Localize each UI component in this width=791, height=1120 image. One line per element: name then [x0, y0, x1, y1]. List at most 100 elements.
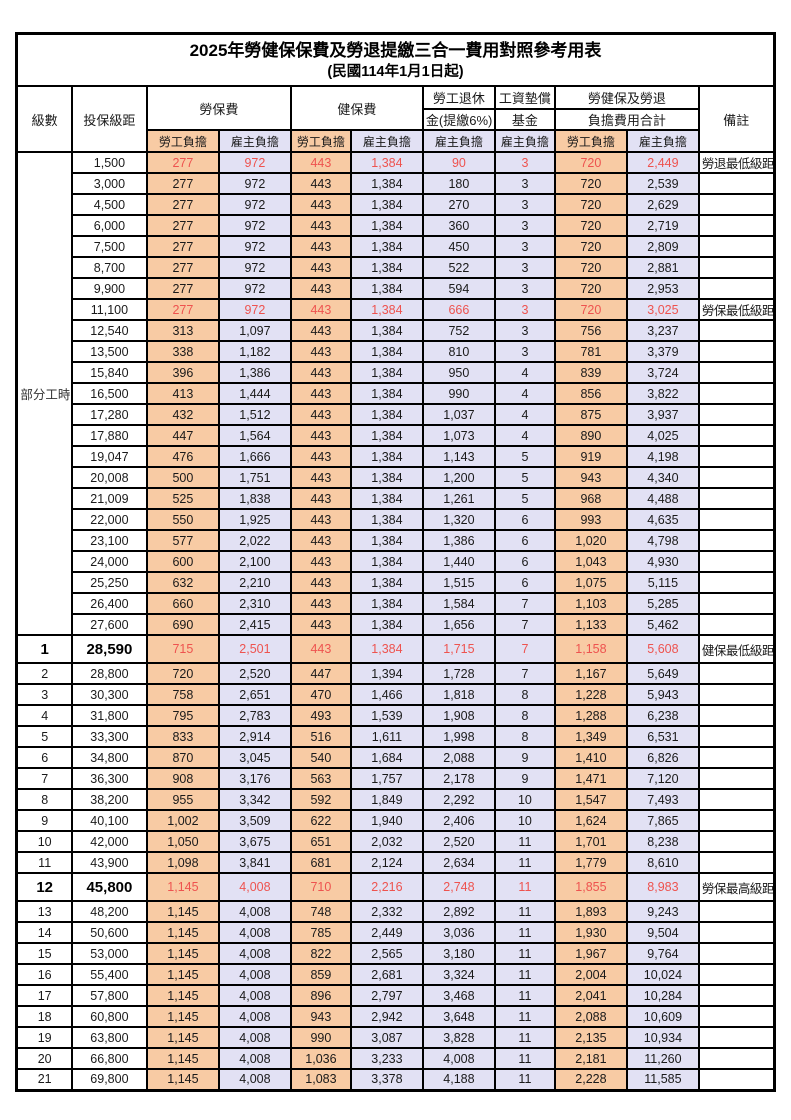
total-employer-cell: 8,983: [625, 872, 700, 902]
total-employee-cell: 993: [553, 508, 628, 531]
total-employee-cell: 1,779: [553, 851, 628, 874]
table-row: 5 33,300 833 2,914 516 1,611 1,998 8 1,349 6,531: [15, 725, 776, 748]
labor-employee-cell: 690: [145, 613, 220, 636]
remark-cell: [697, 256, 776, 279]
table-row: 15,840 396 1,386 443 1,384 950 4 839 3,724: [17, 361, 776, 384]
fund-employer-cell: 11: [493, 1005, 556, 1028]
remark-cell: [697, 984, 776, 1007]
table-row: 1 28,590 715 2,501 443 1,384 1,715 7 1,158 5,608 健…: [15, 634, 776, 664]
health-employee-cell: 443: [289, 214, 352, 237]
level-cell: 16: [15, 963, 73, 986]
level-cell: 3: [15, 683, 73, 706]
table-row: 17,880 447 1,564 443 1,384 1,073 4 890 4,025: [17, 424, 776, 447]
table-row: 21,009 525 1,838 443 1,384 1,261 5 968 4,488: [17, 487, 776, 510]
labor-employer-cell: 1,182: [217, 340, 292, 363]
pension-employer-cell: 270: [421, 193, 496, 216]
header-pension-line2: 金(提繳6%): [421, 108, 496, 131]
header-row-top: 級數 投保級距 勞保費 健保費 勞工退休 工資墊償 勞健保及勞退 備註: [15, 85, 776, 153]
labor-employee-cell: 277: [145, 151, 220, 174]
bracket-cell: 24,000: [70, 550, 148, 573]
health-employer-cell: 1,384: [349, 508, 424, 531]
labor-employer-cell: 972: [217, 193, 292, 216]
fund-employer-cell: 9: [493, 767, 556, 790]
bracket-cell: 8,700: [70, 256, 148, 279]
bracket-cell: 38,200: [70, 788, 148, 811]
header-wage-fund-line1: 工資墊償: [493, 85, 556, 110]
health-employee-cell: 592: [289, 788, 352, 811]
header-level: 級數: [15, 85, 73, 153]
remark-cell: [697, 529, 776, 552]
pension-employer-cell: 450: [421, 235, 496, 258]
table-row: 16,500 413 1,444 443 1,384 990 4 856 3,822: [17, 382, 776, 405]
labor-employer-cell: 1,564: [217, 424, 292, 447]
bracket-cell: 40,100: [70, 809, 148, 832]
pension-employer-cell: 1,440: [421, 550, 496, 573]
header-fund-employer: 雇主負擔: [493, 129, 556, 153]
total-employer-cell: 5,608: [625, 634, 700, 664]
health-employee-cell: 443: [289, 592, 352, 615]
fund-employer-cell: 7: [493, 592, 556, 615]
pension-employer-cell: 2,088: [421, 746, 496, 769]
total-employee-cell: 1,103: [553, 592, 628, 615]
total-employee-cell: 1,133: [553, 613, 628, 636]
bracket-cell: 20,008: [70, 466, 148, 489]
remark-cell: [697, 830, 776, 853]
total-employee-cell: 720: [553, 256, 628, 279]
remark-cell: [697, 1068, 776, 1091]
total-employee-cell: 720: [553, 277, 628, 300]
bracket-cell: 57,800: [70, 984, 148, 1007]
header-labor-insurance: 勞保費: [145, 85, 292, 131]
total-employer-cell: 3,822: [625, 382, 700, 405]
remark-cell: [697, 214, 776, 237]
total-employee-cell: 720: [553, 172, 628, 195]
table-row: 10 42,000 1,050 3,675 651 2,032 2,520 11 1,701 8,…: [15, 830, 776, 853]
table-row: 4 31,800 795 2,783 493 1,539 1,908 8 1,288 6,238: [15, 704, 776, 727]
health-employee-cell: 443: [289, 634, 352, 664]
labor-employee-cell: 476: [145, 445, 220, 468]
fund-employer-cell: 7: [493, 662, 556, 685]
health-employee-cell: 622: [289, 809, 352, 832]
bracket-cell: 7,500: [70, 235, 148, 258]
bracket-cell: 9,900: [70, 277, 148, 300]
pension-employer-cell: 2,748: [421, 872, 496, 902]
total-employer-cell: 3,724: [625, 361, 700, 384]
total-employee-cell: 943: [553, 466, 628, 489]
total-employee-cell: 720: [553, 151, 628, 174]
total-employee-cell: 720: [553, 193, 628, 216]
labor-employer-cell: 972: [217, 214, 292, 237]
labor-employer-cell: 2,520: [217, 662, 292, 685]
health-employee-cell: 563: [289, 767, 352, 790]
health-employee-cell: 443: [289, 550, 352, 573]
remark-cell: [697, 725, 776, 748]
total-employee-cell: 1,228: [553, 683, 628, 706]
table-row: 21 69,800 1,145 4,008 1,083 3,378 4,188 11 2,228…: [15, 1068, 776, 1091]
health-employer-cell: 1,757: [349, 767, 424, 790]
labor-employee-cell: 1,145: [145, 963, 220, 986]
remark-cell: [697, 445, 776, 468]
labor-employee-cell: 1,145: [145, 921, 220, 944]
bracket-cell: 28,800: [70, 662, 148, 685]
health-employer-cell: 2,565: [349, 942, 424, 965]
bracket-cell: 6,000: [70, 214, 148, 237]
pension-employer-cell: 2,178: [421, 767, 496, 790]
total-employer-cell: 4,025: [625, 424, 700, 447]
header-total-employer: 雇主負擔: [625, 129, 700, 153]
level-cell: 4: [15, 704, 73, 727]
bracket-cell: 30,300: [70, 683, 148, 706]
remark-cell: [697, 809, 776, 832]
remark-cell: [697, 662, 776, 685]
health-employee-cell: 990: [289, 1026, 352, 1049]
pension-employer-cell: 2,520: [421, 830, 496, 853]
labor-employee-cell: 277: [145, 172, 220, 195]
pension-employer-cell: 1,037: [421, 403, 496, 426]
pension-employer-cell: 1,143: [421, 445, 496, 468]
bracket-cell: 43,900: [70, 851, 148, 874]
fund-employer-cell: 3: [493, 193, 556, 216]
pension-employer-cell: 1,728: [421, 662, 496, 685]
bracket-cell: 36,300: [70, 767, 148, 790]
total-employer-cell: 6,238: [625, 704, 700, 727]
health-employer-cell: 1,384: [349, 214, 424, 237]
health-employer-cell: 1,611: [349, 725, 424, 748]
health-employee-cell: 540: [289, 746, 352, 769]
bracket-cell: 12,540: [70, 319, 148, 342]
